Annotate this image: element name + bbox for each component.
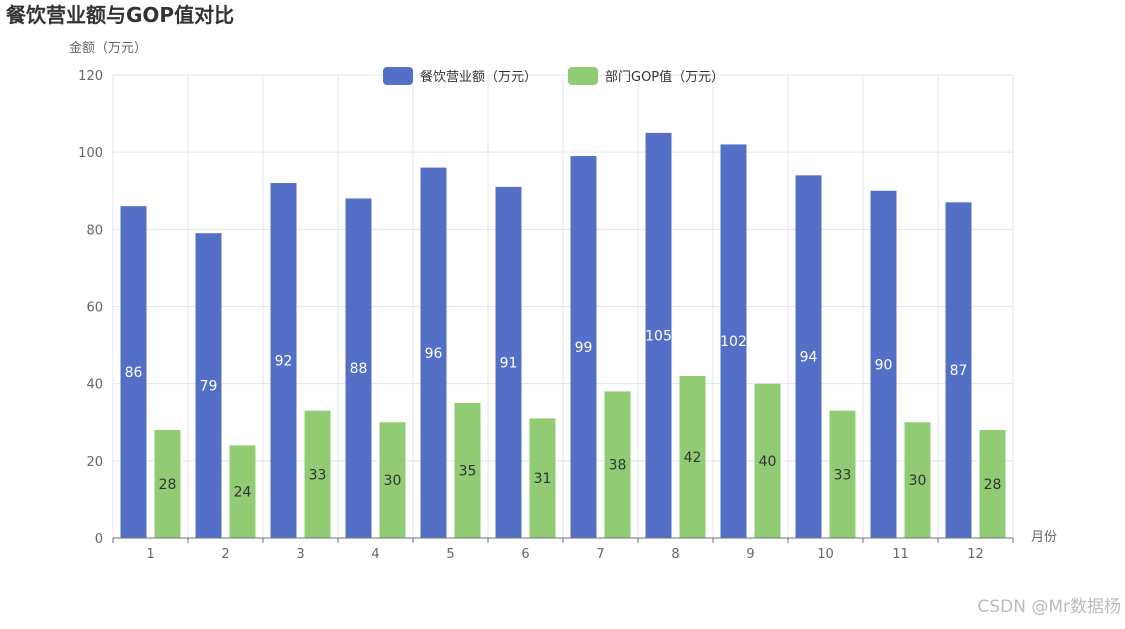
x-tick-label: 2 [221, 547, 229, 562]
bar-series-1[interactable] [345, 198, 372, 538]
y-tick-label: 80 [86, 223, 103, 238]
legend-item-series-1[interactable]: 餐饮营业额（万元） [383, 67, 537, 85]
bars-layer [120, 132, 1006, 539]
bar-value-label-series-1: 87 [950, 363, 968, 379]
bar-value-label-series-1: 90 [875, 357, 893, 373]
bar-value-label-series-2: 33 [834, 467, 852, 483]
bar-value-label-series-2: 28 [159, 477, 177, 493]
bar-series-1[interactable] [645, 132, 672, 538]
bar-value-label-series-2: 33 [309, 467, 327, 483]
bar-value-label-series-1: 88 [350, 361, 368, 377]
bar-value-label-series-2: 28 [984, 477, 1002, 493]
bar-value-label-series-2: 24 [234, 485, 252, 501]
legend-swatch-series-2 [568, 67, 598, 85]
x-tick-label: 12 [967, 547, 984, 562]
y-axis-name: 金额（万元） [69, 40, 147, 56]
bar-value-label-series-2: 30 [909, 473, 927, 489]
bar-series-1[interactable] [945, 202, 972, 538]
y-tick-label: 60 [86, 301, 103, 316]
legend: 餐饮营业额（万元） 部门GOP值（万元） [383, 67, 724, 85]
y-tick-label: 20 [86, 455, 103, 470]
bar-value-label-series-1: 79 [200, 379, 218, 395]
bar-series-2[interactable] [529, 418, 556, 538]
bar-series-1[interactable] [195, 233, 222, 539]
watermark-text: CSDN @Mr数据杨 [977, 597, 1121, 617]
bar-series-2[interactable] [379, 422, 406, 538]
y-tick-label: 40 [86, 378, 103, 393]
bar-series-2[interactable] [604, 391, 631, 538]
bar-series-2[interactable] [904, 422, 931, 538]
y-tick-label: 120 [78, 69, 103, 84]
x-tick-label: 6 [521, 547, 529, 562]
bar-series-2[interactable] [754, 383, 781, 538]
x-tick-label: 7 [596, 547, 604, 562]
bar-series-2[interactable] [304, 410, 331, 538]
bar-series-1[interactable] [570, 156, 597, 538]
bar-value-label-series-1: 105 [645, 328, 672, 344]
grid-layer [112, 74, 1014, 538]
bar-value-label-series-1: 99 [575, 340, 593, 356]
bar-value-label-series-1: 94 [800, 350, 818, 366]
bar-series-1[interactable] [495, 186, 522, 538]
bar-value-label-series-2: 38 [609, 458, 627, 474]
legend-label-series-1: 餐饮营业额（万元） [420, 69, 537, 85]
x-tick-label: 10 [817, 547, 834, 562]
x-tick-label: 3 [296, 547, 304, 562]
bar-value-label-series-2: 30 [384, 473, 402, 489]
bar-series-1[interactable] [420, 167, 447, 538]
bar-series-1[interactable] [120, 206, 147, 538]
bar-value-label-series-2: 31 [534, 471, 552, 487]
bar-series-1[interactable] [795, 175, 822, 539]
x-tick-label: 11 [892, 547, 909, 562]
legend-item-series-2[interactable]: 部门GOP值（万元） [568, 67, 724, 85]
x-tick-label: 5 [446, 547, 454, 562]
legend-label-series-2: 部门GOP值（万元） [605, 69, 724, 85]
bar-series-1[interactable] [870, 190, 897, 538]
bar-value-label-series-2: 40 [759, 454, 777, 470]
x-tick-label: 9 [746, 547, 754, 562]
bar-labels-layer: 86 79 92 88 96 91 99 105 102 94 90 87 28 24 33 30 35 31 38… [125, 328, 1002, 500]
bar-value-label-series-1: 86 [125, 365, 143, 381]
y-tick-label: 100 [78, 146, 103, 161]
bar-series-2[interactable] [229, 445, 256, 538]
bar-series-2[interactable] [829, 410, 856, 538]
bar-series-1[interactable] [270, 183, 297, 539]
bar-value-label-series-2: 35 [459, 463, 477, 479]
bar-value-label-series-1: 91 [500, 355, 518, 371]
bar-value-label-series-2: 42 [684, 450, 702, 466]
x-tick-label: 4 [371, 547, 379, 562]
bar-series-2[interactable] [454, 402, 481, 538]
bar-value-label-series-1: 102 [720, 334, 747, 350]
bar-series-2[interactable] [979, 429, 1006, 538]
bar-series-2[interactable] [679, 375, 706, 538]
bar-value-label-series-1: 96 [425, 346, 443, 362]
legend-swatch-series-1 [383, 67, 413, 85]
bar-series-1[interactable] [720, 144, 747, 538]
bar-value-label-series-1: 92 [275, 354, 293, 370]
x-tick-label: 8 [671, 547, 679, 562]
y-tick-label: 0 [95, 532, 103, 547]
x-tick-label: 1 [146, 547, 154, 562]
chart-title: 餐饮营业额与GOP值对比 [6, 3, 234, 27]
bar-series-2[interactable] [154, 429, 181, 538]
x-axis-name: 月份 [1031, 530, 1057, 545]
